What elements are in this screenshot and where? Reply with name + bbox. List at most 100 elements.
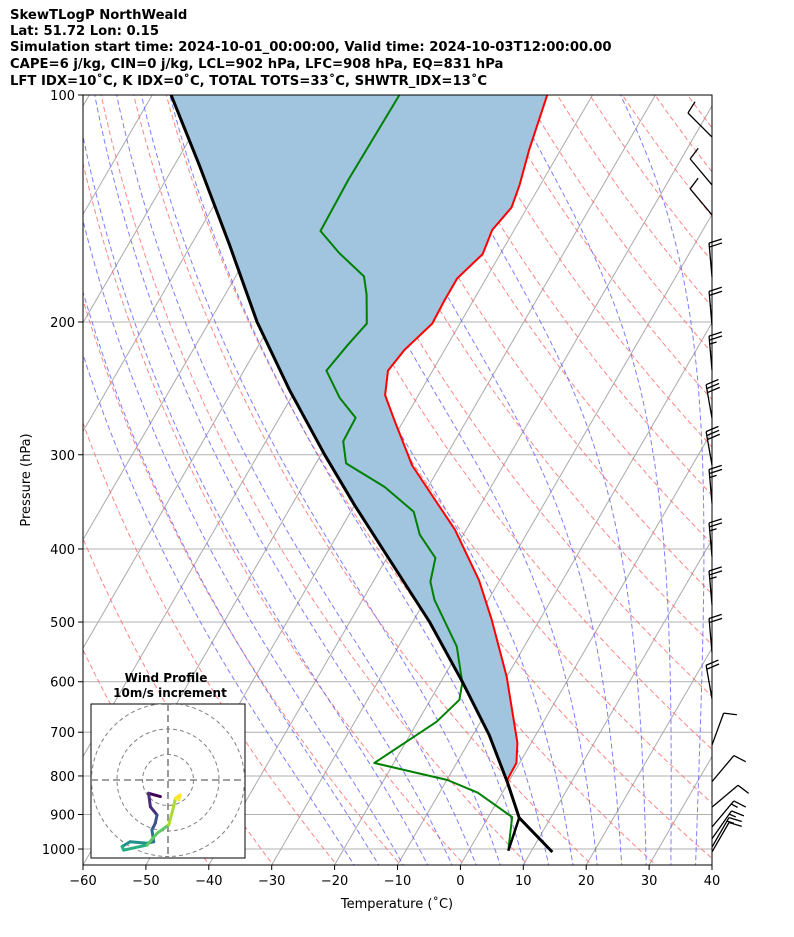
x-axis-label: Temperature (˚C): [340, 896, 453, 912]
wind-barb: [705, 378, 721, 419]
hodograph-title: Wind Profile: [125, 671, 208, 685]
hodograph-segment: [120, 840, 132, 849]
hodograph-segment: [155, 823, 171, 835]
y-tick-label: 400: [50, 543, 75, 558]
wind-barb: [711, 800, 747, 828]
wind-barb: [711, 816, 742, 848]
barb-staff: [711, 817, 730, 848]
location-line: Lat: 51.72 Lon: 0.15: [10, 24, 160, 39]
hodograph-segment: [147, 791, 162, 799]
barb-full: [708, 566, 722, 572]
barb-staff: [708, 570, 713, 605]
x-tick-label: −60: [69, 874, 96, 889]
barb-staff: [708, 291, 713, 326]
moist-adiabat-line: [346, 95, 623, 865]
profiles: [169, 95, 554, 854]
hodograph-content: [91, 704, 245, 858]
moist-adiabat-line: [619, 95, 705, 865]
hodograph-segment: [167, 805, 176, 827]
barb-full: [728, 821, 742, 828]
barb-staff: [708, 469, 713, 504]
hodograph-segment: [177, 793, 182, 802]
barb-half: [728, 813, 737, 818]
moist-adiabat-line: [720, 78, 748, 868]
wind-barb: [687, 101, 713, 138]
dry-adiabat-line: [393, 95, 712, 545]
wind-barb: [711, 755, 747, 783]
dry-adiabat-line: [361, 95, 712, 595]
y-axis-label: Pressure (hPa): [19, 433, 34, 526]
dry-adiabat-line: [589, 95, 712, 262]
barb-staff: [705, 384, 713, 419]
moist-adiabat-line: [288, 95, 598, 865]
moist-adiabat-line: [83, 352, 355, 865]
wind-barbs: [687, 101, 750, 853]
barb-staff: [711, 810, 733, 840]
barb-staff: [711, 784, 739, 808]
dry-adiabat-line: [83, 421, 338, 865]
barb-full: [708, 286, 722, 292]
wind-barb: [708, 464, 723, 504]
barb-full: [705, 659, 719, 666]
y-tick-label: 900: [50, 809, 75, 824]
indices-line-2: LFT IDX=10˚C, K IDX=0˚C, TOTAL TOTS=33˚C…: [10, 74, 488, 89]
hodograph-segment: [145, 831, 159, 847]
barb-half: [726, 820, 735, 824]
wind-barb: [708, 518, 723, 557]
dry-adiabat-line: [654, 95, 712, 173]
time-line: Simulation start time: 2024-10-01_00:00:…: [10, 40, 612, 55]
barb-full: [706, 663, 720, 670]
barb-full: [706, 429, 720, 437]
barb-half: [709, 528, 717, 532]
barb-staff: [708, 618, 713, 653]
isotherm-line: [459, 430, 712, 865]
moist-adiabat-line: [94, 95, 453, 865]
barb-full: [687, 101, 696, 114]
x-tick-label: 0: [456, 874, 464, 889]
barb-half: [730, 803, 738, 808]
barb-staff: [708, 243, 713, 278]
hodograph-segment: [122, 843, 149, 852]
barb-full: [708, 613, 722, 620]
barb-staff: [711, 755, 735, 783]
x-tick-label: −50: [132, 874, 159, 889]
barb-staff: [687, 112, 713, 138]
isotherm-line: [585, 647, 712, 865]
barb-staff: [711, 822, 730, 853]
wind-barb: [708, 286, 723, 326]
barb-full: [733, 800, 747, 808]
barb-full: [689, 177, 699, 190]
wind-barb: [708, 238, 723, 278]
isotherm-line: [83, 95, 279, 433]
isotherm-line: [711, 864, 712, 865]
moist-adiabat-line: [140, 95, 501, 865]
x-tick-label: 40: [704, 874, 721, 889]
barb-half: [709, 341, 717, 345]
y-tick-label: 100: [50, 89, 75, 104]
isotherm-line: [271, 104, 712, 865]
dry-adiabat-line: [491, 95, 712, 401]
barb-full: [737, 784, 750, 794]
axes: −60 −50 −40 −30 −20 −10 0 10 20 30 40 1000 900 800 700…: [42, 89, 720, 889]
barb-full: [723, 712, 737, 716]
moist-adiabat-line: [116, 95, 477, 865]
barb-staff: [708, 336, 713, 371]
x-tick-label: −20: [321, 874, 348, 889]
y-tick-label: 300: [50, 449, 75, 464]
barb-full: [728, 816, 742, 823]
dry-adiabat-line: [263, 95, 712, 750]
dry-adiabat-line: [426, 95, 712, 496]
barb-staff: [689, 188, 713, 216]
barb-full: [731, 810, 745, 817]
wind-barb: [689, 177, 713, 216]
barb-full: [708, 331, 722, 337]
dry-adiabat-line: [100, 95, 529, 865]
y-tick-label: 500: [50, 616, 75, 631]
y-tick-label: 700: [50, 726, 75, 741]
moist-adiabat-line: [83, 218, 404, 865]
y-tick-label: 1000: [42, 843, 75, 858]
isotherm-line: [648, 755, 712, 865]
barb-full: [709, 570, 723, 576]
moist-adiabat-line: [509, 95, 672, 865]
